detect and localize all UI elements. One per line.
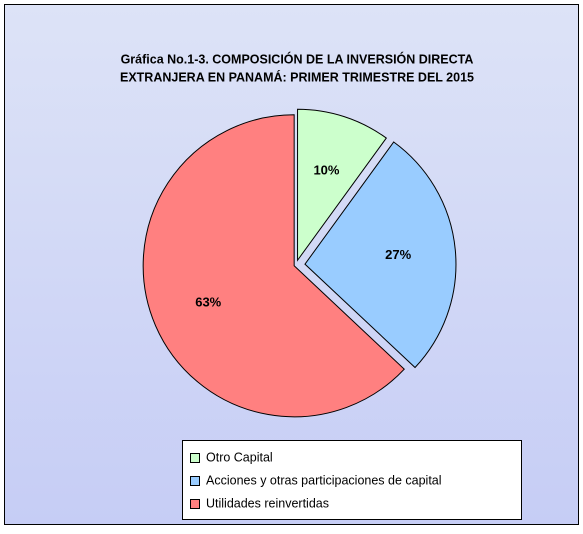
chart-title: EXTRANJERA EN PANAMÁ: PRIMER TRIMESTRE D… bbox=[120, 69, 474, 84]
data-label: 63% bbox=[195, 294, 221, 309]
pie-slice bbox=[297, 108, 387, 262]
legend-label: Utilidades reinvertidas bbox=[206, 496, 329, 510]
legend-box bbox=[182, 440, 522, 520]
legend-swatch bbox=[190, 499, 200, 509]
chart-title: Gráfica No.1-3. COMPOSICIÓN DE LA INVERS… bbox=[121, 51, 474, 66]
data-label: 27% bbox=[385, 247, 411, 262]
legend-label: Otro Capital bbox=[206, 450, 273, 464]
legend-label: Acciones y otras participaciones de capi… bbox=[206, 473, 442, 487]
legend-swatch bbox=[190, 476, 200, 486]
data-label: 10% bbox=[313, 163, 339, 178]
legend-swatch bbox=[190, 453, 200, 463]
pie-slice bbox=[142, 114, 405, 418]
pie-slice bbox=[304, 141, 457, 369]
